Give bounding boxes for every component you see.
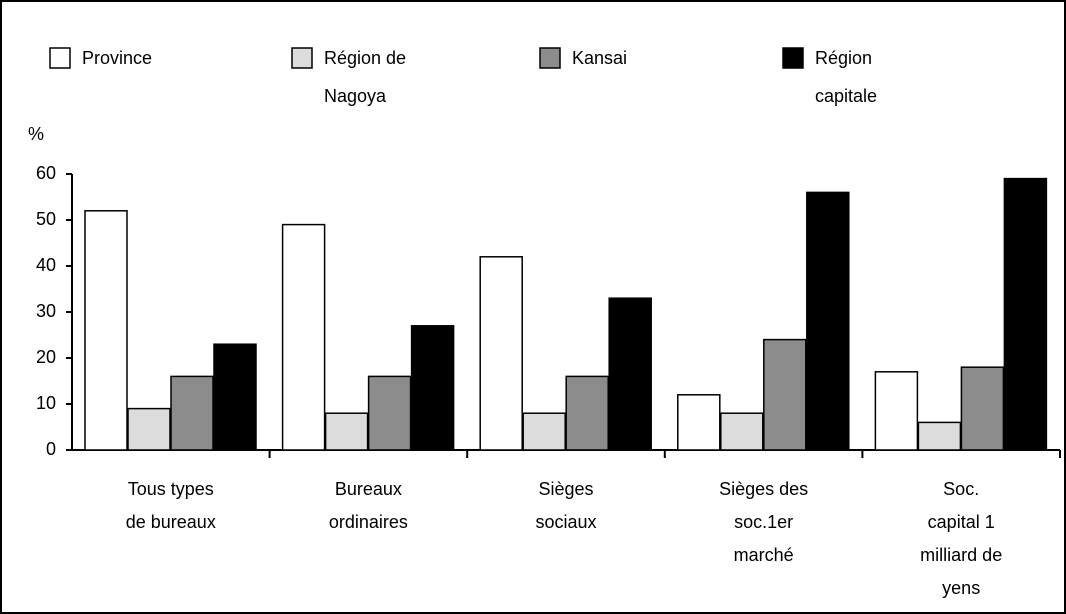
x-tick-label: Sièges des: [719, 479, 808, 499]
bar: [677, 394, 721, 451]
bar: [84, 210, 128, 451]
y-tick-label: 40: [36, 255, 56, 275]
y-tick-label: 50: [36, 209, 56, 229]
x-tick-label: yens: [942, 578, 980, 598]
bar: [720, 412, 764, 451]
bar: [410, 325, 455, 451]
legend-label: Région de Nagoya: [324, 48, 407, 106]
x-tick-label: soc.1er: [734, 512, 793, 532]
bar: [874, 371, 919, 451]
bar: [367, 375, 412, 451]
legend-swatch: [782, 47, 804, 69]
y-axis-label: %: [28, 124, 44, 144]
y-tick-label: 20: [36, 347, 56, 367]
bar: [917, 421, 962, 451]
x-tick-label: Soc.: [943, 479, 979, 499]
bar: [213, 343, 257, 451]
x-tick-label: marché: [734, 545, 794, 565]
x-tick-label: Tous types: [128, 479, 214, 499]
bar: [127, 407, 171, 451]
legend-swatch: [49, 47, 71, 69]
y-tick-label: 30: [36, 301, 56, 321]
x-tick-label: de bureaux: [126, 512, 216, 532]
bar: [763, 338, 807, 451]
x-tick-label: capital 1: [928, 512, 995, 532]
x-tick-label: milliard de: [920, 545, 1002, 565]
bar: [170, 375, 214, 451]
bar: [522, 412, 566, 451]
x-tick-label: ordinaires: [329, 512, 408, 532]
y-tick-label: 10: [36, 393, 56, 413]
legend-swatch: [539, 47, 561, 69]
bar: [324, 412, 369, 451]
legend-label: Région capitale: [815, 48, 878, 106]
legend-label: Kansai: [572, 48, 628, 68]
y-tick-label: 60: [36, 163, 56, 183]
bar: [1003, 177, 1048, 451]
bar: [960, 366, 1005, 451]
y-tick-label: 0: [46, 439, 56, 459]
x-tick-label: sociaux: [535, 512, 596, 532]
legend-swatch: [291, 47, 313, 69]
bar: [281, 223, 326, 451]
x-tick-label: Bureaux: [335, 479, 402, 499]
bar: [806, 191, 850, 451]
legend-label: Province: [82, 48, 153, 68]
bar: [565, 375, 609, 451]
x-tick-label: Sièges: [538, 479, 593, 499]
bar: [479, 256, 523, 451]
bar: [608, 297, 652, 451]
